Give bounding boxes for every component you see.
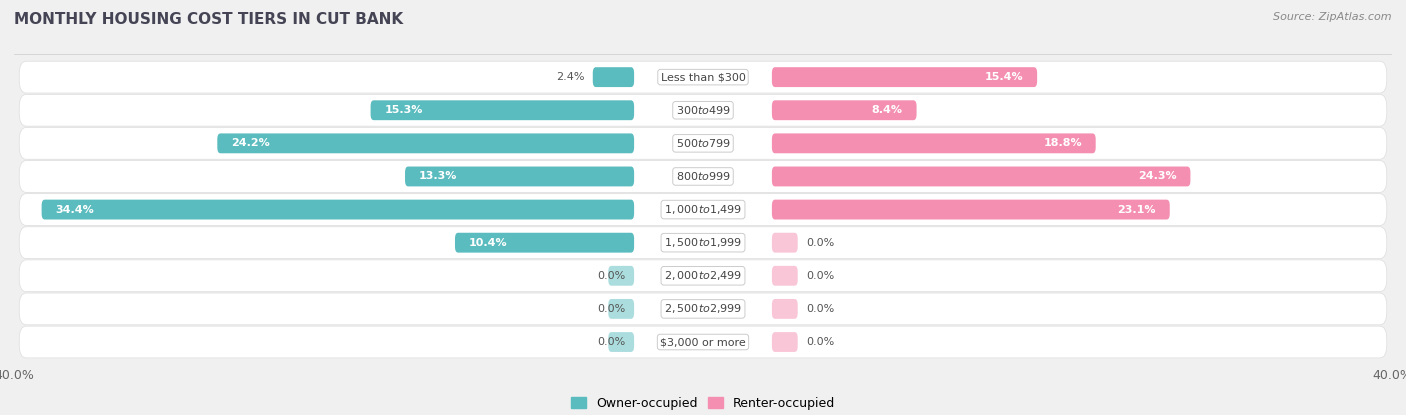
FancyBboxPatch shape xyxy=(772,67,1038,87)
Text: 15.3%: 15.3% xyxy=(384,105,423,115)
Text: 10.4%: 10.4% xyxy=(468,238,508,248)
FancyBboxPatch shape xyxy=(772,133,1095,153)
FancyBboxPatch shape xyxy=(20,161,1386,193)
Text: Less than $300: Less than $300 xyxy=(661,72,745,82)
Text: 23.1%: 23.1% xyxy=(1118,205,1156,215)
Text: 8.4%: 8.4% xyxy=(872,105,903,115)
FancyBboxPatch shape xyxy=(20,326,1386,358)
Text: 0.0%: 0.0% xyxy=(598,304,626,314)
Text: $2,000 to $2,499: $2,000 to $2,499 xyxy=(664,269,742,282)
Text: 0.0%: 0.0% xyxy=(807,304,835,314)
Text: 18.8%: 18.8% xyxy=(1043,138,1083,148)
FancyBboxPatch shape xyxy=(772,200,1170,220)
Text: 34.4%: 34.4% xyxy=(55,205,94,215)
FancyBboxPatch shape xyxy=(609,332,634,352)
FancyBboxPatch shape xyxy=(456,233,634,253)
FancyBboxPatch shape xyxy=(772,233,797,253)
Text: 0.0%: 0.0% xyxy=(807,337,835,347)
FancyBboxPatch shape xyxy=(42,200,634,220)
FancyBboxPatch shape xyxy=(20,61,1386,93)
FancyBboxPatch shape xyxy=(218,133,634,153)
Text: 0.0%: 0.0% xyxy=(807,238,835,248)
Text: 0.0%: 0.0% xyxy=(598,337,626,347)
FancyBboxPatch shape xyxy=(20,227,1386,259)
FancyBboxPatch shape xyxy=(371,100,634,120)
FancyBboxPatch shape xyxy=(609,266,634,286)
Text: $1,500 to $1,999: $1,500 to $1,999 xyxy=(664,236,742,249)
FancyBboxPatch shape xyxy=(20,194,1386,225)
Text: $3,000 or more: $3,000 or more xyxy=(661,337,745,347)
FancyBboxPatch shape xyxy=(593,67,634,87)
Text: $1,000 to $1,499: $1,000 to $1,499 xyxy=(664,203,742,216)
Text: MONTHLY HOUSING COST TIERS IN CUT BANK: MONTHLY HOUSING COST TIERS IN CUT BANK xyxy=(14,12,404,27)
FancyBboxPatch shape xyxy=(405,166,634,186)
Text: Source: ZipAtlas.com: Source: ZipAtlas.com xyxy=(1274,12,1392,22)
FancyBboxPatch shape xyxy=(20,94,1386,126)
FancyBboxPatch shape xyxy=(609,299,634,319)
FancyBboxPatch shape xyxy=(772,299,797,319)
Text: 13.3%: 13.3% xyxy=(419,171,457,181)
Legend: Owner-occupied, Renter-occupied: Owner-occupied, Renter-occupied xyxy=(567,392,839,415)
Text: 24.2%: 24.2% xyxy=(231,138,270,148)
Text: 2.4%: 2.4% xyxy=(555,72,583,82)
Text: $300 to $499: $300 to $499 xyxy=(675,104,731,116)
FancyBboxPatch shape xyxy=(20,260,1386,292)
FancyBboxPatch shape xyxy=(20,293,1386,325)
FancyBboxPatch shape xyxy=(772,100,917,120)
Text: $2,500 to $2,999: $2,500 to $2,999 xyxy=(664,303,742,315)
FancyBboxPatch shape xyxy=(772,332,797,352)
FancyBboxPatch shape xyxy=(772,266,797,286)
Text: 0.0%: 0.0% xyxy=(598,271,626,281)
Text: $500 to $799: $500 to $799 xyxy=(675,137,731,149)
FancyBboxPatch shape xyxy=(772,166,1191,186)
Text: 0.0%: 0.0% xyxy=(807,271,835,281)
Text: $800 to $999: $800 to $999 xyxy=(675,171,731,183)
Text: 24.3%: 24.3% xyxy=(1137,171,1177,181)
Text: 15.4%: 15.4% xyxy=(984,72,1024,82)
FancyBboxPatch shape xyxy=(20,127,1386,159)
